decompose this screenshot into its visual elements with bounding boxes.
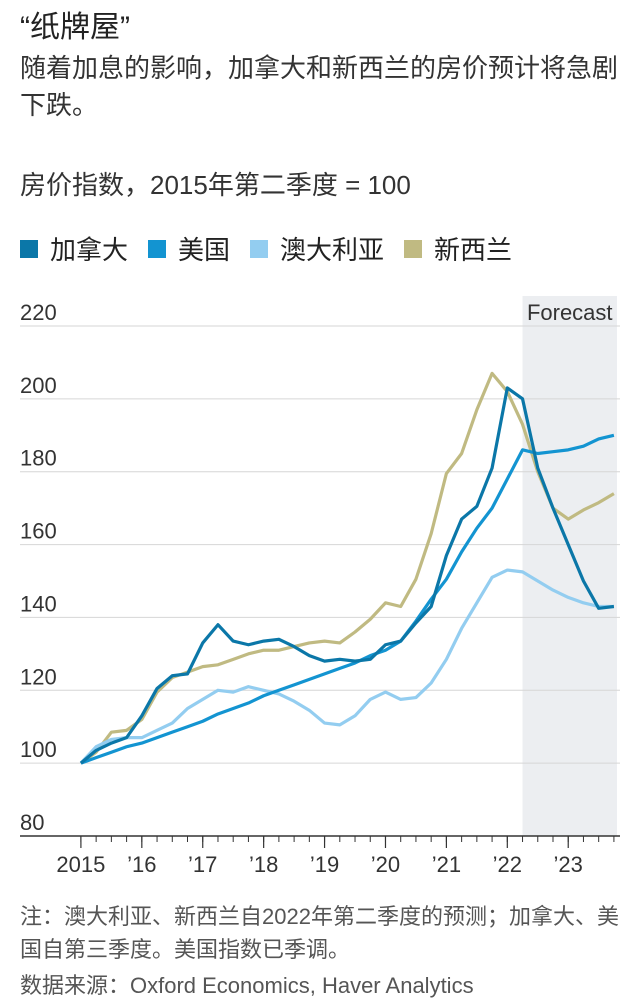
x-tick-label: ’16 (127, 852, 156, 877)
y-tick-label: 220 (20, 300, 57, 325)
x-tick-label: ’18 (249, 852, 278, 877)
series-line (79, 568, 614, 765)
legend-label: 新西兰 (434, 235, 513, 265)
legend-swatch (20, 239, 38, 258)
x-tick-label: ’22 (493, 852, 522, 877)
x-tick-label: ’17 (188, 852, 217, 877)
legend-swatch (250, 239, 269, 258)
legend-label: 美国 (178, 235, 231, 265)
legend-item: 加拿大 (20, 230, 128, 267)
y-tick-label: 160 (20, 519, 57, 544)
legend-label: 加拿大 (50, 235, 129, 265)
legend-swatch (148, 239, 167, 258)
y-tick-label: 120 (20, 664, 57, 689)
series-line (79, 371, 615, 765)
series-line (80, 433, 615, 765)
chart: Forecast 80 100 120 140 160 180 200 220 2015 ’16 ’1… (20, 296, 620, 877)
y-tick-label: 200 (20, 373, 57, 398)
legend: 加拿大 美国 澳大利亚 新西兰 (20, 230, 512, 267)
x-tick-label: ’19 (310, 852, 339, 877)
chart-title: “纸牌屋” (20, 11, 130, 44)
y-tick-label: 180 (20, 446, 57, 471)
note: 注：澳大利亚、新西兰自2022年第二季度的预测；加拿大、美国自第三季度。美国指数… (20, 904, 619, 962)
legend-item: 美国 (148, 230, 230, 267)
x-tick-label: ’23 (554, 852, 583, 877)
legend-swatch (404, 239, 423, 258)
forecast-label: Forecast (527, 300, 613, 325)
y-tick-label: 80 (20, 810, 44, 835)
x-tick-label: ’21 (432, 852, 461, 877)
series-line (79, 386, 615, 765)
y-tick-label: 140 (20, 591, 57, 616)
legend-item: 新西兰 (404, 230, 512, 267)
legend-label: 澳大利亚 (280, 235, 385, 265)
chart-subtitle: 随着加息的影响，加拿大和新西兰的房价预计将急剧下跌。 (20, 53, 619, 120)
forecast-region (522, 296, 617, 836)
x-tick-label: 2015 (56, 852, 105, 877)
x-tick-label: ’20 (371, 852, 400, 877)
legend-item: 澳大利亚 (250, 230, 384, 267)
source: 数据来源：Oxford Economics, Haver Analytics (20, 973, 474, 998)
y-axis-label: 房价指数，2015年第二季度 = 100 (20, 170, 411, 200)
y-tick-label: 100 (20, 737, 57, 762)
